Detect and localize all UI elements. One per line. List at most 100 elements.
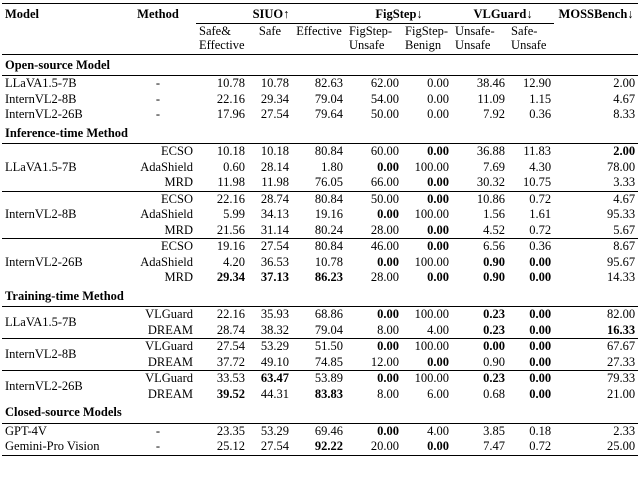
value-cell: 27.54 bbox=[196, 338, 248, 355]
subheader-row: Safe& Effective Safe Effective FigStep-Unsa… bbox=[2, 23, 638, 55]
section-title: Inference-time Method bbox=[2, 122, 639, 144]
value-cell: 37.72 bbox=[216, 354, 245, 369]
value-cell: 38.32 bbox=[260, 322, 289, 337]
value-cell: 80.24 bbox=[314, 222, 344, 237]
value-cell: 1.56 bbox=[483, 207, 506, 221]
method-cell: AdaShield bbox=[140, 159, 193, 174]
value-cell: 62.00 bbox=[370, 76, 400, 90]
value-cell: 0.18 bbox=[529, 423, 552, 438]
column-header: FigStep-Unsafe bbox=[346, 23, 403, 55]
value-cell: 100.00 bbox=[402, 370, 453, 387]
value-cell: 50.00 bbox=[370, 107, 400, 121]
value-cell: 5.67 bbox=[613, 222, 636, 237]
value-cell: 2.00 bbox=[613, 144, 636, 158]
value-cell: 50.00 bbox=[346, 190, 403, 207]
value-cell: 36.88 bbox=[476, 144, 506, 158]
value-cell: 79.33 bbox=[554, 370, 639, 387]
value-cell: 25.00 bbox=[554, 439, 639, 456]
value-cell: 53.89 bbox=[292, 370, 347, 387]
group-header: VLGuard↓ bbox=[452, 3, 555, 24]
value-cell: 10.78 bbox=[216, 76, 245, 90]
value-cell: 8.67 bbox=[554, 238, 639, 255]
column-header: Safe-Unsafe bbox=[508, 23, 555, 55]
method-cell: MRD bbox=[164, 175, 193, 189]
column-header: Safe bbox=[248, 23, 292, 55]
value-cell: 6.00 bbox=[427, 386, 450, 401]
value-cell: 0.00 bbox=[529, 386, 552, 401]
data-row: DREAM 28.74 38.32 79.04 8.00 4.00 0.23 0.00 16.3… bbox=[2, 323, 638, 339]
model-cell: InternVL2-8B bbox=[5, 91, 77, 106]
value-cell: 37.13 bbox=[260, 270, 289, 284]
value-cell: 0.68 bbox=[483, 386, 506, 401]
value-cell: 0.00 bbox=[427, 91, 450, 106]
value-cell: 2.33 bbox=[613, 423, 636, 438]
value-cell: 0.00 bbox=[377, 254, 400, 269]
data-row: LLaVA1.5-7B ECSO 10.18 10.18 80.84 60.00 0.00 3… bbox=[2, 144, 638, 174]
value-cell: 0.90 bbox=[483, 254, 506, 269]
value-cell: 76.05 bbox=[314, 175, 344, 189]
value-cell: 4.20 bbox=[223, 254, 245, 269]
value-cell: 35.93 bbox=[260, 307, 289, 321]
value-cell: 8.00 bbox=[377, 322, 400, 337]
section-row: Open-source Model bbox=[2, 54, 639, 76]
model-cell: InternVL2-26B bbox=[2, 370, 120, 402]
column-header: Unsafe-Unsafe bbox=[452, 23, 509, 55]
value-cell: 22.16 bbox=[196, 190, 248, 207]
method-cell: - bbox=[155, 76, 161, 90]
value-cell: 38.46 bbox=[476, 76, 506, 90]
value-cell: 0.72 bbox=[508, 439, 555, 456]
value-cell: 1.80 bbox=[321, 159, 344, 174]
value-cell: 11.09 bbox=[477, 91, 506, 106]
value-cell: 36.53 bbox=[260, 254, 289, 269]
value-cell: 82.00 bbox=[606, 307, 636, 321]
section-row: Closed-source Models bbox=[2, 402, 639, 424]
value-cell: 95.33 bbox=[606, 207, 636, 221]
value-cell: 82.63 bbox=[314, 76, 344, 90]
value-cell: 80.84 bbox=[314, 144, 344, 158]
value-cell: 28.00 bbox=[370, 222, 400, 237]
value-cell: 63.47 bbox=[248, 370, 292, 387]
value-cell: 80.84 bbox=[292, 190, 347, 207]
value-cell: 0.00 bbox=[427, 144, 450, 158]
column-header: FigStep-Benign bbox=[402, 23, 453, 55]
data-row: MRD 21.56 31.14 80.24 28.00 0.00 4.52 0.72 5.67 bbox=[2, 223, 638, 239]
model-cell: GPT-4V bbox=[5, 423, 47, 438]
model-cell: LLaVA1.5-7B bbox=[5, 159, 77, 174]
value-cell: 0.00 bbox=[427, 222, 450, 237]
value-cell: 0.00 bbox=[427, 270, 450, 284]
value-cell: 0.00 bbox=[377, 307, 400, 321]
value-cell: 2.00 bbox=[613, 76, 636, 90]
section-row: Inference-time Method bbox=[2, 122, 639, 144]
method-cell: ECSO bbox=[120, 190, 196, 207]
value-cell: 19.16 bbox=[196, 238, 248, 255]
method-cell: ECSO bbox=[120, 238, 196, 255]
header-row: Model Method SIUO↑ FigStep↓ VLGuard↓ MOSSBenc… bbox=[2, 3, 639, 55]
data-row: LLaVA1.5-7B VLGuard 22.16 35.93 68.86 0.00 100… bbox=[2, 307, 638, 329]
value-cell: 100.00 bbox=[414, 207, 450, 221]
value-cell: 1.15 bbox=[529, 91, 552, 106]
results-table: Model Method SIUO↑ FigStep↓ VLGuard↓ MOSSBenc… bbox=[2, 3, 639, 456]
value-cell: 0.72 bbox=[529, 222, 552, 237]
value-cell: 8.00 bbox=[377, 386, 400, 401]
column-header: Effective bbox=[292, 23, 347, 55]
value-cell: 66.00 bbox=[370, 175, 400, 189]
value-cell: 10.86 bbox=[452, 190, 509, 207]
method-cell: VLGuard bbox=[145, 307, 193, 321]
data-row: Gemini-Pro Vision -25.12 27.54 92.22 20.00 0.… bbox=[2, 439, 639, 456]
method-cell: DREAM bbox=[147, 354, 193, 369]
value-cell: 28.00 bbox=[370, 270, 400, 284]
value-cell: 30.32 bbox=[476, 175, 506, 189]
value-cell: 22.16 bbox=[216, 91, 245, 106]
value-cell: 21.00 bbox=[606, 386, 636, 401]
value-cell: 100.00 bbox=[414, 307, 450, 321]
value-cell: 17.96 bbox=[216, 107, 245, 121]
value-cell: 53.29 bbox=[260, 423, 289, 438]
value-cell: 21.56 bbox=[216, 222, 245, 237]
value-cell: 0.00 bbox=[402, 439, 453, 456]
value-cell: 11.98 bbox=[261, 175, 289, 189]
value-cell: 33.53 bbox=[196, 370, 248, 387]
method-cell: - bbox=[155, 91, 161, 106]
value-cell: 0.00 bbox=[427, 107, 450, 121]
value-cell: 28.14 bbox=[260, 159, 289, 174]
value-cell: 0.00 bbox=[529, 270, 552, 284]
